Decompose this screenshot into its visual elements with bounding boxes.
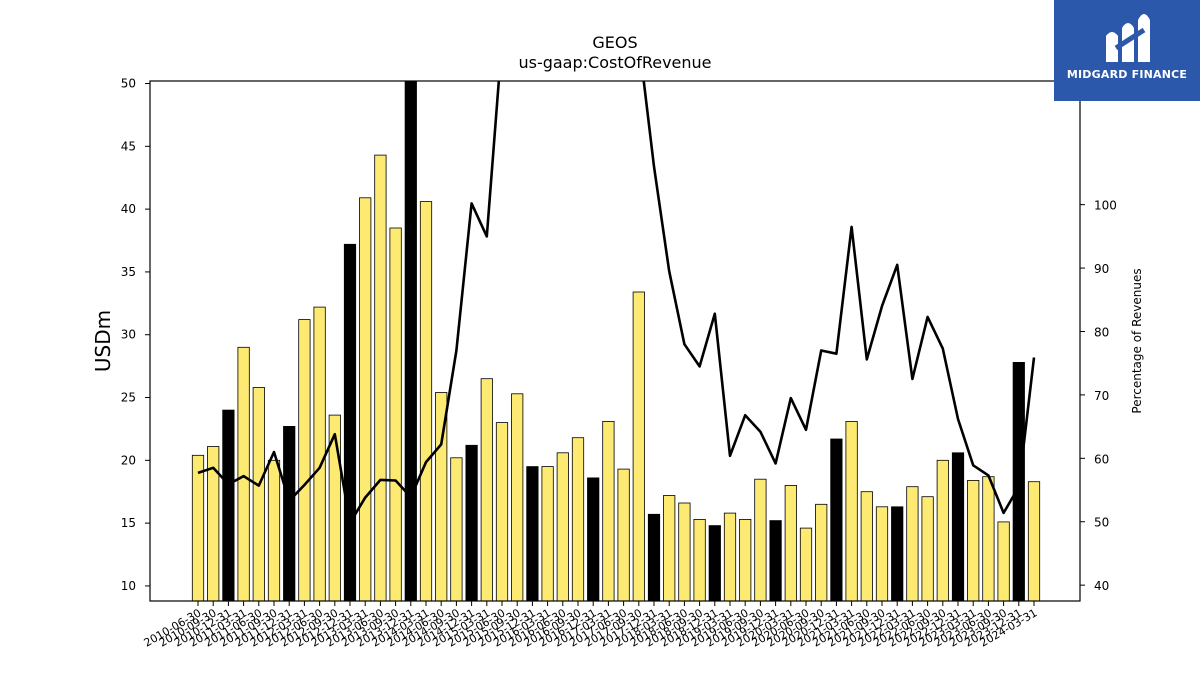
bar-2016-12-31 [587, 477, 600, 601]
bar-2013-09-30 [389, 227, 402, 601]
chart-title: GEOS [592, 33, 637, 52]
y-tick-label: 10 [121, 579, 136, 593]
y2-tick-label: 40 [1094, 579, 1109, 593]
y-tick-label: 45 [121, 139, 136, 153]
bar-2018-12-31 [708, 525, 721, 601]
bar-2023-03-31 [967, 479, 980, 601]
y-tick-label: 15 [121, 516, 136, 530]
y2-tick-label: 100 [1094, 199, 1117, 213]
bar-2017-03-31 [602, 420, 615, 601]
bar-2011-03-31 [237, 346, 250, 601]
bar-2011-06-30 [252, 387, 265, 601]
bar-2014-06-30 [435, 392, 448, 601]
y2-tick-label: 70 [1094, 389, 1109, 403]
y-tick-label: 25 [121, 391, 136, 405]
bar-2018-09-30 [693, 519, 706, 601]
y2-tick-label: 80 [1094, 325, 1109, 339]
bar-2022-12-31 [951, 452, 965, 601]
bar-2017-12-31 [647, 513, 661, 601]
bar-2021-12-31 [891, 506, 904, 601]
bar-2019-12-31 [769, 520, 782, 601]
bar-2016-06-30 [556, 452, 569, 601]
bar-2018-06-30 [678, 502, 691, 601]
brand-name: MIDGARD FINANCE [1066, 68, 1188, 81]
y-tick-label: 30 [121, 328, 136, 342]
bar-2010-06-30 [191, 454, 205, 601]
percentage-line [197, 81, 1036, 525]
bar-2016-09-30 [571, 437, 585, 601]
plot-frame [149, 80, 1081, 602]
bar-2015-09-30 [511, 393, 524, 601]
bar-2015-06-30 [495, 422, 509, 601]
bar-2013-03-31 [359, 197, 372, 601]
bar-2012-06-30 [313, 306, 326, 601]
bar-2022-03-31 [906, 486, 919, 601]
bar-2013-06-30 [374, 154, 387, 601]
bar-2012-03-31 [298, 319, 311, 601]
bar-2012-12-31 [343, 243, 357, 601]
bar-2013-12-31 [404, 81, 417, 601]
bar-2017-06-30 [617, 468, 630, 601]
y2-tick-label: 60 [1094, 452, 1109, 466]
bar-2019-06-30 [739, 519, 752, 601]
bar-2011-12-31 [283, 425, 296, 601]
bar-2020-06-30 [799, 527, 813, 601]
logo-mark-icon [1106, 14, 1150, 62]
bar-2015-12-31 [526, 466, 539, 601]
bar-2014-09-30 [450, 457, 463, 601]
bar-2017-09-30 [632, 291, 645, 601]
y2-axis-label: Percentage of Revenues [1130, 268, 1144, 413]
bar-2024-03-31 [1027, 481, 1041, 601]
y-tick-label: 40 [121, 202, 136, 216]
y-axis-label: USDm [91, 310, 115, 372]
bar-2011-09-30 [267, 459, 281, 601]
bar-2020-12-31 [830, 438, 843, 601]
bar-2010-12-31 [222, 409, 235, 601]
bar-2014-03-31 [419, 201, 433, 601]
bar-2020-03-31 [784, 484, 797, 601]
bar-2022-06-30 [921, 496, 934, 601]
bar-2023-09-30 [997, 521, 1010, 601]
bar-2015-03-31 [480, 378, 493, 601]
bar-2019-09-30 [754, 478, 767, 601]
bar-2019-03-31 [723, 512, 737, 601]
bar-2021-06-30 [860, 491, 873, 601]
y2-tick-label: 50 [1094, 516, 1109, 530]
chart-subtitle: us-gaap:CostOfRevenue [518, 53, 711, 72]
bar-2020-09-30 [815, 503, 828, 601]
y-tick-label: 50 [121, 77, 136, 91]
y-tick-label: 35 [121, 265, 136, 279]
y2-tick-label: 90 [1094, 262, 1109, 276]
y-tick-label: 20 [121, 453, 136, 467]
bar-2016-03-31 [541, 466, 554, 601]
bar-2018-03-31 [663, 495, 676, 601]
bar-2010-09-30 [207, 446, 220, 601]
brand-logo: MIDGARD FINANCE [1054, 0, 1200, 101]
bar-2014-12-31 [465, 444, 478, 601]
bar-2022-09-30 [936, 459, 949, 601]
bar-2021-03-31 [845, 420, 858, 601]
bar-2021-09-30 [875, 506, 889, 601]
bar-2012-09-30 [328, 414, 341, 601]
bar-2023-06-30 [982, 476, 995, 601]
